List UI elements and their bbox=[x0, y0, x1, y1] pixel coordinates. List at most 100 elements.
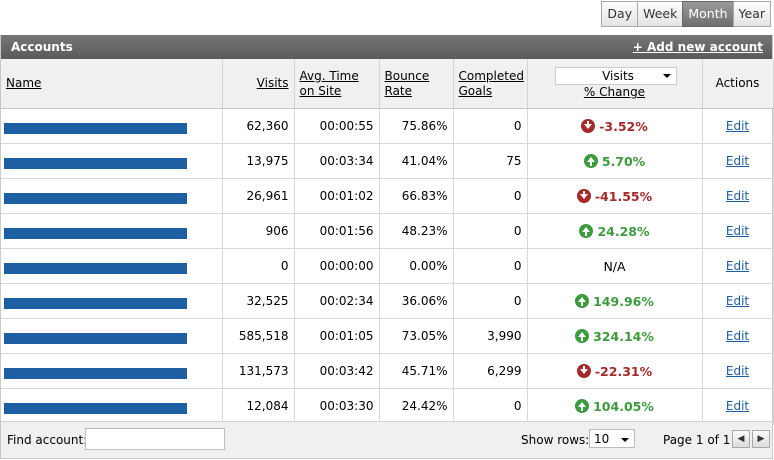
avg-time-cell: 00:01:05 bbox=[294, 318, 380, 354]
next-page-icon[interactable]: ▶ bbox=[752, 430, 770, 448]
edit-link[interactable]: Edit bbox=[725, 224, 750, 238]
edit-link[interactable]: Edit bbox=[725, 294, 750, 308]
arrow-down-icon bbox=[581, 118, 596, 133]
bounce-cell: 48.23% bbox=[379, 213, 454, 249]
visits-cell: 12,084 bbox=[222, 388, 295, 424]
table-row: 26,961 00:01:02 66.83% 0 -41.55% Edit bbox=[1, 178, 774, 214]
goals-cell: 0 bbox=[453, 248, 528, 284]
redacted-name-bar[interactable] bbox=[4, 332, 187, 344]
date-range-toggle: Day Week Month Year bbox=[601, 1, 771, 27]
actions-cell: Edit bbox=[702, 283, 774, 319]
visits-cell: 32,525 bbox=[222, 283, 295, 319]
col-avg-time-header[interactable]: Avg. Time on Site bbox=[294, 59, 380, 109]
table-row: 585,518 00:01:05 73.05% 3,990 324.14% Edit bbox=[1, 318, 774, 354]
bounce-cell: 45.71% bbox=[379, 353, 454, 389]
edit-link[interactable]: Edit bbox=[725, 364, 750, 378]
visits-cell: 26,961 bbox=[222, 178, 295, 214]
edit-link[interactable]: Edit bbox=[725, 119, 750, 133]
show-rows-select[interactable]: 10 bbox=[589, 429, 635, 448]
range-year-button[interactable]: Year bbox=[732, 1, 771, 27]
table-header-row: Name Visits Avg. Time on Site Bounce Rat… bbox=[1, 59, 774, 109]
edit-link[interactable]: Edit bbox=[725, 154, 750, 168]
change-cell: N/A bbox=[527, 248, 703, 284]
actions-cell: Edit bbox=[702, 143, 774, 179]
change-cell: 24.28% bbox=[527, 213, 703, 249]
col-change-header: Visits % Change bbox=[527, 59, 703, 109]
col-bounce-header[interactable]: Bounce Rate bbox=[379, 59, 454, 109]
prev-page-icon[interactable]: ◀ bbox=[732, 430, 750, 448]
change-cell: 324.14% bbox=[527, 318, 703, 354]
pct-change-sort-link[interactable]: % Change bbox=[583, 85, 646, 99]
account-name-cell bbox=[1, 388, 223, 424]
change-cell: 149.96% bbox=[527, 283, 703, 319]
chevron-down-icon bbox=[621, 438, 629, 442]
avg-time-cell: 00:03:42 bbox=[294, 353, 380, 389]
goals-cell: 0 bbox=[453, 178, 528, 214]
actions-cell: Edit bbox=[702, 318, 774, 354]
arrow-up-icon bbox=[575, 293, 590, 308]
bounce-cell: 73.05% bbox=[379, 318, 454, 354]
find-account-input[interactable] bbox=[85, 428, 225, 450]
avg-time-cell: 00:01:56 bbox=[294, 213, 380, 249]
table-row: 13,975 00:03:34 41.04% 75 5.70% Edit bbox=[1, 143, 774, 179]
bounce-cell: 41.04% bbox=[379, 143, 454, 179]
range-month-button[interactable]: Month bbox=[682, 1, 734, 27]
actions-cell: Edit bbox=[702, 248, 774, 284]
bounce-cell: 24.42% bbox=[379, 388, 454, 424]
range-day-button[interactable]: Day bbox=[601, 1, 639, 27]
visits-cell: 131,573 bbox=[222, 353, 295, 389]
arrow-up-icon bbox=[583, 153, 598, 168]
arrow-down-icon bbox=[576, 188, 591, 203]
add-account-link[interactable]: + Add new account bbox=[632, 40, 763, 54]
bounce-cell: 0.00% bbox=[379, 248, 454, 284]
actions-cell: Edit bbox=[702, 178, 774, 214]
account-name-cell bbox=[1, 108, 223, 144]
redacted-name-bar[interactable] bbox=[4, 297, 187, 309]
edit-link[interactable]: Edit bbox=[725, 189, 750, 203]
goals-cell: 0 bbox=[453, 108, 528, 144]
redacted-name-bar[interactable] bbox=[4, 402, 187, 414]
edit-link[interactable]: Edit bbox=[725, 259, 750, 273]
redacted-name-bar[interactable] bbox=[4, 192, 187, 204]
arrow-up-icon bbox=[575, 398, 590, 413]
goals-cell: 3,990 bbox=[453, 318, 528, 354]
redacted-name-bar[interactable] bbox=[4, 122, 187, 134]
change-cell: -3.52% bbox=[527, 108, 703, 144]
actions-cell: Edit bbox=[702, 388, 774, 424]
arrow-up-icon bbox=[579, 223, 594, 238]
col-name-header[interactable]: Name bbox=[1, 59, 223, 109]
redacted-name-bar[interactable] bbox=[4, 367, 187, 379]
col-visits-header[interactable]: Visits bbox=[222, 59, 295, 109]
table-row: 0 00:00:00 0.00% 0 N/A Edit bbox=[1, 248, 774, 284]
accounts-table: Name Visits Avg. Time on Site Bounce Rat… bbox=[1, 59, 774, 424]
redacted-name-bar[interactable] bbox=[4, 262, 187, 274]
panel-header: Accounts + Add new account bbox=[1, 35, 772, 59]
change-cell: -41.55% bbox=[527, 178, 703, 214]
actions-cell: Edit bbox=[702, 108, 774, 144]
redacted-name-bar[interactable] bbox=[4, 157, 187, 169]
avg-time-cell: 00:00:55 bbox=[294, 108, 380, 144]
metric-select[interactable]: Visits bbox=[555, 67, 677, 85]
edit-link[interactable]: Edit bbox=[725, 399, 750, 413]
redacted-name-bar[interactable] bbox=[4, 227, 187, 239]
range-week-button[interactable]: Week bbox=[637, 1, 684, 27]
actions-cell: Edit bbox=[702, 353, 774, 389]
col-goals-header[interactable]: Completed Goals bbox=[453, 59, 528, 109]
table-footer: Find account: Show rows: 10 Page 1 of 1 … bbox=[1, 421, 772, 458]
change-cell: -22.31% bbox=[527, 353, 703, 389]
find-account-label: Find account: bbox=[7, 433, 88, 447]
goals-cell: 0 bbox=[453, 388, 528, 424]
accounts-panel: Accounts + Add new account Name Visits A… bbox=[0, 35, 774, 459]
table-row: 906 00:01:56 48.23% 0 24.28% Edit bbox=[1, 213, 774, 249]
account-name-cell bbox=[1, 143, 223, 179]
avg-time-cell: 00:02:34 bbox=[294, 283, 380, 319]
edit-link[interactable]: Edit bbox=[725, 329, 750, 343]
show-rows-label: Show rows: bbox=[521, 433, 590, 447]
goals-cell: 6,299 bbox=[453, 353, 528, 389]
visits-cell: 62,360 bbox=[222, 108, 295, 144]
bounce-cell: 36.06% bbox=[379, 283, 454, 319]
bounce-cell: 66.83% bbox=[379, 178, 454, 214]
panel-title: Accounts bbox=[11, 40, 73, 54]
visits-cell: 906 bbox=[222, 213, 295, 249]
account-name-cell bbox=[1, 283, 223, 319]
